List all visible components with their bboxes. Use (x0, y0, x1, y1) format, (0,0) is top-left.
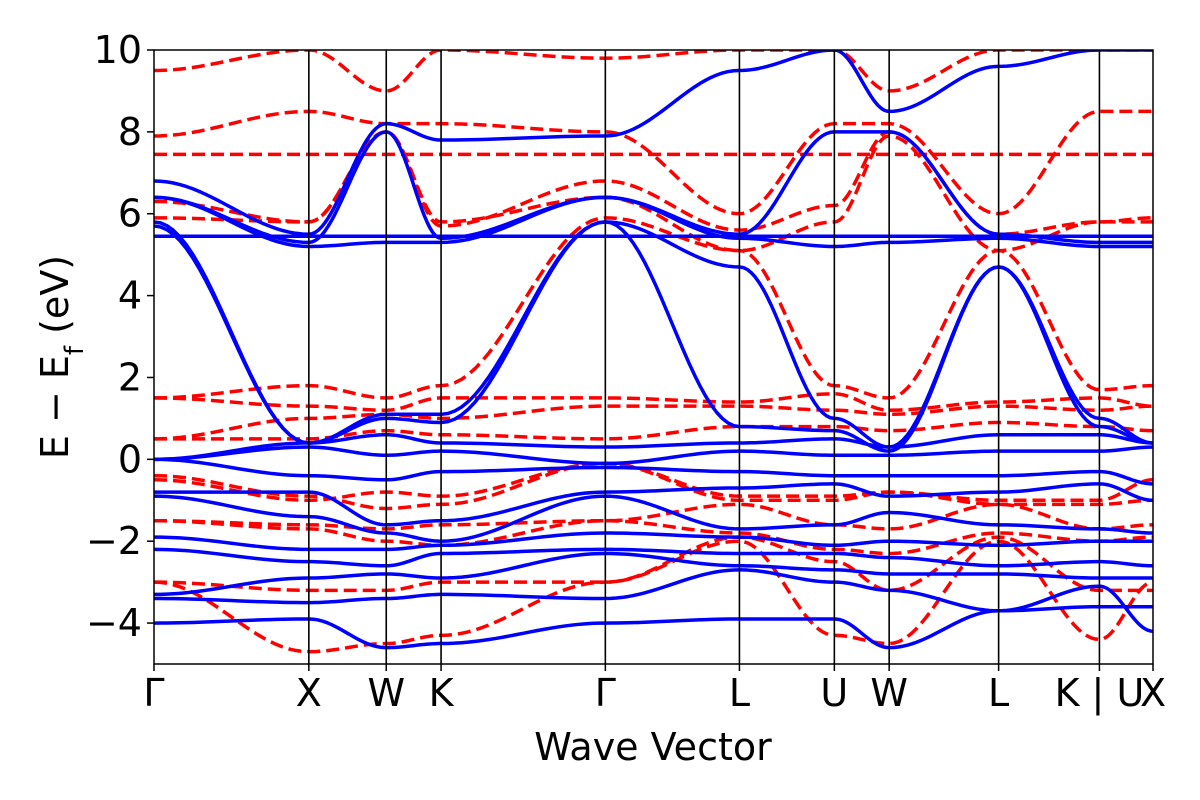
x-tick-label: L (729, 671, 750, 715)
plot-frame (153, 49, 1154, 665)
y-axis-label-unit: (eV) (33, 255, 77, 346)
solid-band-line-13 (154, 195, 1153, 249)
x-tick-label: U (820, 671, 848, 715)
solid-band-line-11 (154, 220, 1153, 449)
solid-band-line-1 (154, 568, 1153, 613)
y-axis-label-main: E − E (33, 355, 77, 459)
y-tick-label: 0 (118, 437, 142, 481)
x-tick-label: K | U (1055, 671, 1145, 716)
x-tick-label: K (429, 671, 455, 715)
solid-band-line-0 (154, 584, 1153, 650)
y-axis: −4 −2 0 2 4 6 8 10 (86, 28, 154, 645)
dashed-band-line-13 (154, 109, 1153, 216)
x-tick-label: W (367, 671, 405, 715)
solid-band-line-10 (154, 220, 1153, 453)
dashed-band-line-7 (154, 404, 1153, 441)
x-tick-label: Γ (595, 671, 616, 715)
y-tick-label: 8 (118, 110, 142, 154)
dashed-band-line-8 (154, 392, 1153, 412)
x-tick-label: X (296, 671, 322, 715)
solid-band-line-8 (154, 445, 1153, 466)
x-tick-label: L (988, 671, 1009, 715)
x-tick-label: X (1140, 671, 1166, 715)
dashed-band-line-6 (154, 420, 1153, 441)
y-axis-label: E − Ef (eV) (33, 255, 90, 459)
x-tick-label: W (870, 671, 908, 715)
y-tick-label: 4 (118, 274, 142, 318)
y-tick-label: 10 (94, 28, 142, 72)
y-tick-label: 2 (118, 355, 142, 399)
solid-band-line-2 (154, 551, 1153, 597)
y-axis-label-sub: f (60, 345, 90, 355)
dashed-band-line-3 (154, 502, 1153, 531)
y-tick-label: −2 (86, 519, 142, 563)
dashed-band-line-11 (154, 130, 1153, 236)
dashed-band-line-14 (154, 50, 1153, 93)
x-tick-label: Γ (143, 671, 164, 715)
y-tick-label: 6 (118, 192, 142, 236)
y-tick-label: −4 (86, 601, 142, 645)
band-lines (154, 50, 1153, 654)
x-axis-label: Wave Vector (534, 725, 772, 769)
dashed-band-line-10 (154, 130, 1153, 253)
high-symmetry-lines (308, 50, 1101, 664)
solid-band-line-7 (154, 457, 1153, 486)
